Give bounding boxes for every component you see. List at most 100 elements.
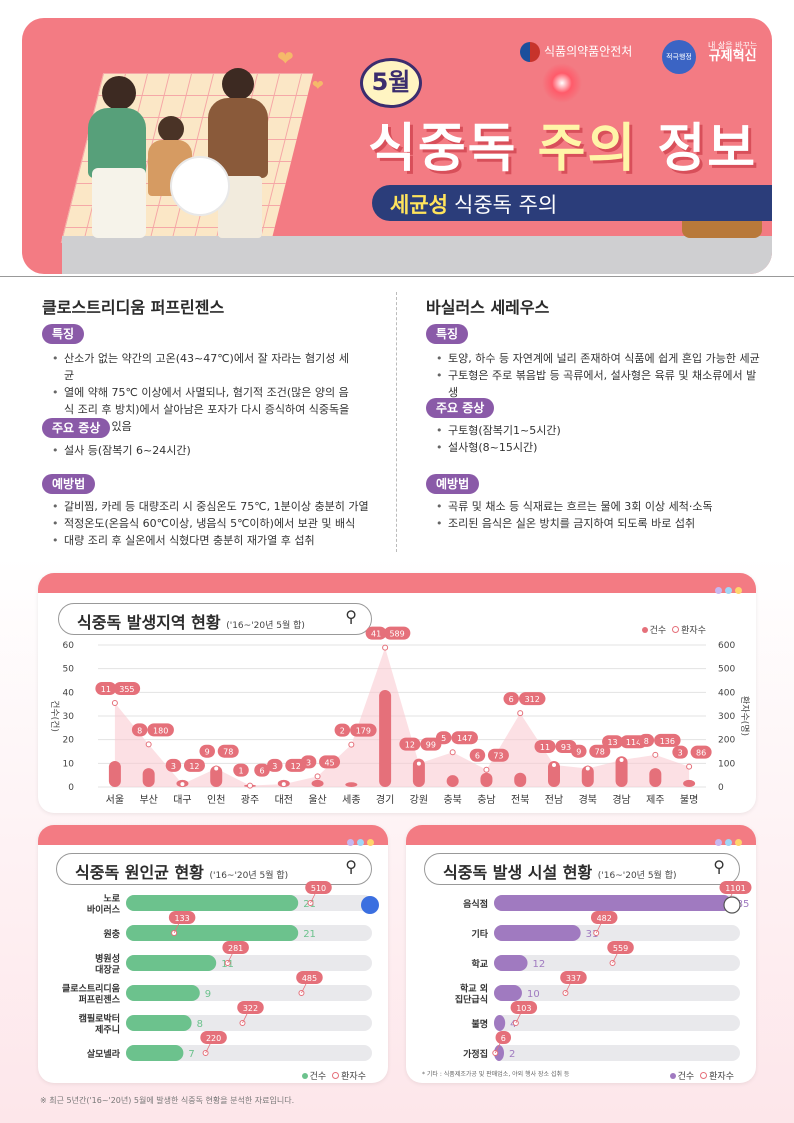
patient-data-label-bg [383,626,411,640]
case-data-label-bg [300,755,317,769]
patient-data-label: 281 [228,944,243,953]
page-title: 식중독 주의 정보 [368,106,757,181]
category-label: 학교 [471,958,488,970]
patient-data-label: 589 [389,630,404,639]
region-chart-title: 식중독 발생지역 현황 ('16~'20년 5월 합) [77,609,305,633]
patient-data-label-bg [654,733,681,747]
patient-point [415,760,422,767]
column-divider [396,292,397,552]
legend-circle [700,1072,708,1079]
case-data-label: 12 [405,741,415,750]
bar-track [494,1045,740,1061]
cause-legend: 건수 환자수 [296,1069,366,1082]
case-bar [379,689,392,787]
x-tick-label: 전북 [511,794,529,806]
patient-data-label: 133 [174,914,189,923]
patient-data-label-bg [719,881,752,894]
patient-data-label-bg [451,731,478,745]
patient-data-label: 355 [119,685,134,694]
x-tick-label: 강원 [410,794,428,806]
patient-data-label-bg [254,763,270,777]
virus-icon [361,896,379,914]
patient-data-label-bg [690,745,712,759]
x-tick-label: 인천 [207,794,225,806]
cause-chart: 21노로바이러스51021원충13311병원성대장균2819클로스트리디움퍼프린… [62,881,379,1061]
x-tick-label: 대구 [173,794,191,806]
facility-chart-card: 식중독 발생 시설 현황 ('16~'20년 5월 합) ⚲ 85 음식점 1101… [406,825,756,1083]
case-data-label: 3 [171,762,176,771]
active-admin-logo: 적극행정 [662,40,696,74]
case-data-label-bg [571,744,587,758]
patient-data-label-bg [147,723,174,737]
case-data-label: 9 [205,748,210,757]
list-item: 조리된 음식은 실온 방치를 금지하여 되도록 바로 섭취 [436,515,766,532]
case-data-label: 41 [371,630,381,639]
patient-data-label: 6 [259,767,264,776]
case-data-label: 11 [540,743,550,752]
legend-dot [669,1073,676,1079]
patient-data-label: 180 [153,726,168,735]
case-bar [548,760,560,787]
category-label: 병원성 [95,953,120,965]
patient-data-label: 12 [291,762,301,771]
card-header-strip [38,825,388,846]
case-bar [210,765,223,787]
x-tick-label: 부산 [139,794,157,806]
patient-data-label-bg [510,1001,538,1014]
patient-point [213,765,220,772]
right-tag-symptom: 주요 증상 [426,398,495,418]
case-data-label: 1 [238,767,243,776]
case-bar [494,1045,504,1061]
y2-tick-label: 200 [718,736,735,746]
x-tick-label: 경북 [579,793,597,806]
case-bar [412,758,425,787]
list-item: 구토형은 주로 볶음밥 등 곡류에서, 설사형은 육류 및 채소류에서 발생 [436,367,766,401]
subtitle-bold: 세균성 [390,193,448,217]
patient-data-label: 99 [426,741,436,750]
list-item: 갈비찜, 카레 등 대량조리 시 중심온도 75℃, 1분이상 충분히 가열 [52,498,372,515]
regulation-logo-top: 내 삶을 바꾸는 [708,41,758,50]
case-data-label: 2 [340,727,345,736]
patient-data-label-bg [237,1001,264,1014]
patient-data-label: 86 [696,749,706,758]
region-legend: 건수 환자수 [636,623,706,636]
case-data-label-bg [165,758,182,772]
case-data-label: 3 [306,758,311,767]
patient-point [314,773,321,780]
case-value: 21 [303,929,316,940]
search-icon: ⚲ [345,857,357,876]
cause-title-text: 식중독 원인균 현황 [75,863,204,882]
patient-data-label-bg [560,971,587,984]
y-tick-label: 10 [63,759,75,769]
category-label: 음식점 [463,898,488,910]
regulation-logo: 내 삶을 바꾸는 규제혁신 [708,40,757,63]
x-tick-label: 울산 [308,794,326,806]
case-bar [126,955,217,971]
right-prevent-list: 곡류 및 채소 등 식재료는 흐르는 물에 3회 이상 세척·소독 조리된 음식… [436,498,766,532]
patient-point [179,781,186,788]
legend-cases: 건수 [309,1072,327,1082]
patient-data-label-bg [350,723,377,737]
patient-point [584,765,591,772]
cause-title-bar: 식중독 원인균 현황 ('16~'20년 5월 합) ⚲ [56,853,372,885]
patient-data-label: 103 [516,1004,531,1013]
family-head-2 [222,68,254,100]
x-tick-label: 충북 [443,794,461,806]
x-tick-label: 제주 [646,794,664,806]
list-item: 대량 조리 후 실온에서 식혔다면 충분히 재가열 후 섭취 [52,532,372,549]
case-data-label: 11 [101,685,111,694]
patient-data-label-bg [420,737,442,751]
patient-data-label: 12 [189,762,199,771]
category-label: 불명 [471,1018,488,1030]
sparkle-icon [542,63,582,103]
case-data-label-bg [131,723,148,737]
right-symptom-list: 구토형(잠복기1~5시간) 설사형(8~15시간) [436,422,766,456]
card-header-strip [406,825,756,846]
y2-tick-label: 100 [718,759,735,769]
case-data-label: 8 [137,726,142,735]
patient-data-label: 1101 [725,884,745,893]
case-value: 10 [527,989,540,1000]
bar-track [494,985,740,1001]
patient-point [247,782,253,789]
category-label: 살모넬라 [87,1048,121,1060]
